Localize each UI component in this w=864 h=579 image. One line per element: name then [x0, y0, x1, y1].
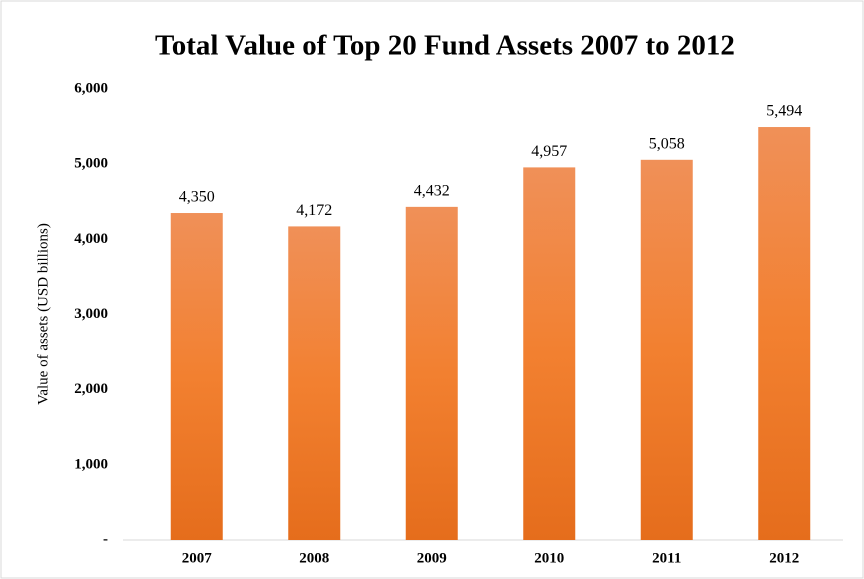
- x-tick-label: 2011: [652, 550, 681, 566]
- y-tick-label: 2,000: [74, 381, 108, 397]
- x-tick-label: 2012: [769, 550, 799, 566]
- data-label: 4,957: [531, 143, 567, 160]
- x-tick-label: 2008: [299, 550, 329, 566]
- data-label: 4,350: [179, 189, 215, 206]
- bar: [640, 159, 693, 540]
- y-axis-label: Value of assets (USD billions): [35, 223, 51, 405]
- x-tick-label: 2007: [182, 550, 213, 566]
- data-label: 5,494: [766, 103, 802, 120]
- data-label: 5,058: [649, 135, 685, 152]
- bar: [405, 206, 458, 540]
- data-label: 4,172: [296, 202, 332, 219]
- y-tick-label: 5,000: [74, 156, 108, 172]
- y-tick-label: 3,000: [74, 306, 108, 322]
- chart-title: Total Value of Top 20 Fund Assets 2007 t…: [155, 30, 735, 62]
- data-label: 4,432: [414, 183, 450, 200]
- y-tick-label: 4,000: [74, 231, 108, 247]
- y-tick-label: 1,000: [74, 456, 108, 472]
- x-tick-label: 2010: [534, 550, 564, 566]
- bar: [288, 226, 341, 540]
- x-tick-label: 2009: [417, 550, 447, 566]
- bar: [758, 127, 811, 540]
- bar: [170, 213, 223, 540]
- y-tick-label: -: [103, 531, 108, 547]
- bar: [523, 167, 576, 540]
- y-tick-label: 6,000: [74, 80, 108, 96]
